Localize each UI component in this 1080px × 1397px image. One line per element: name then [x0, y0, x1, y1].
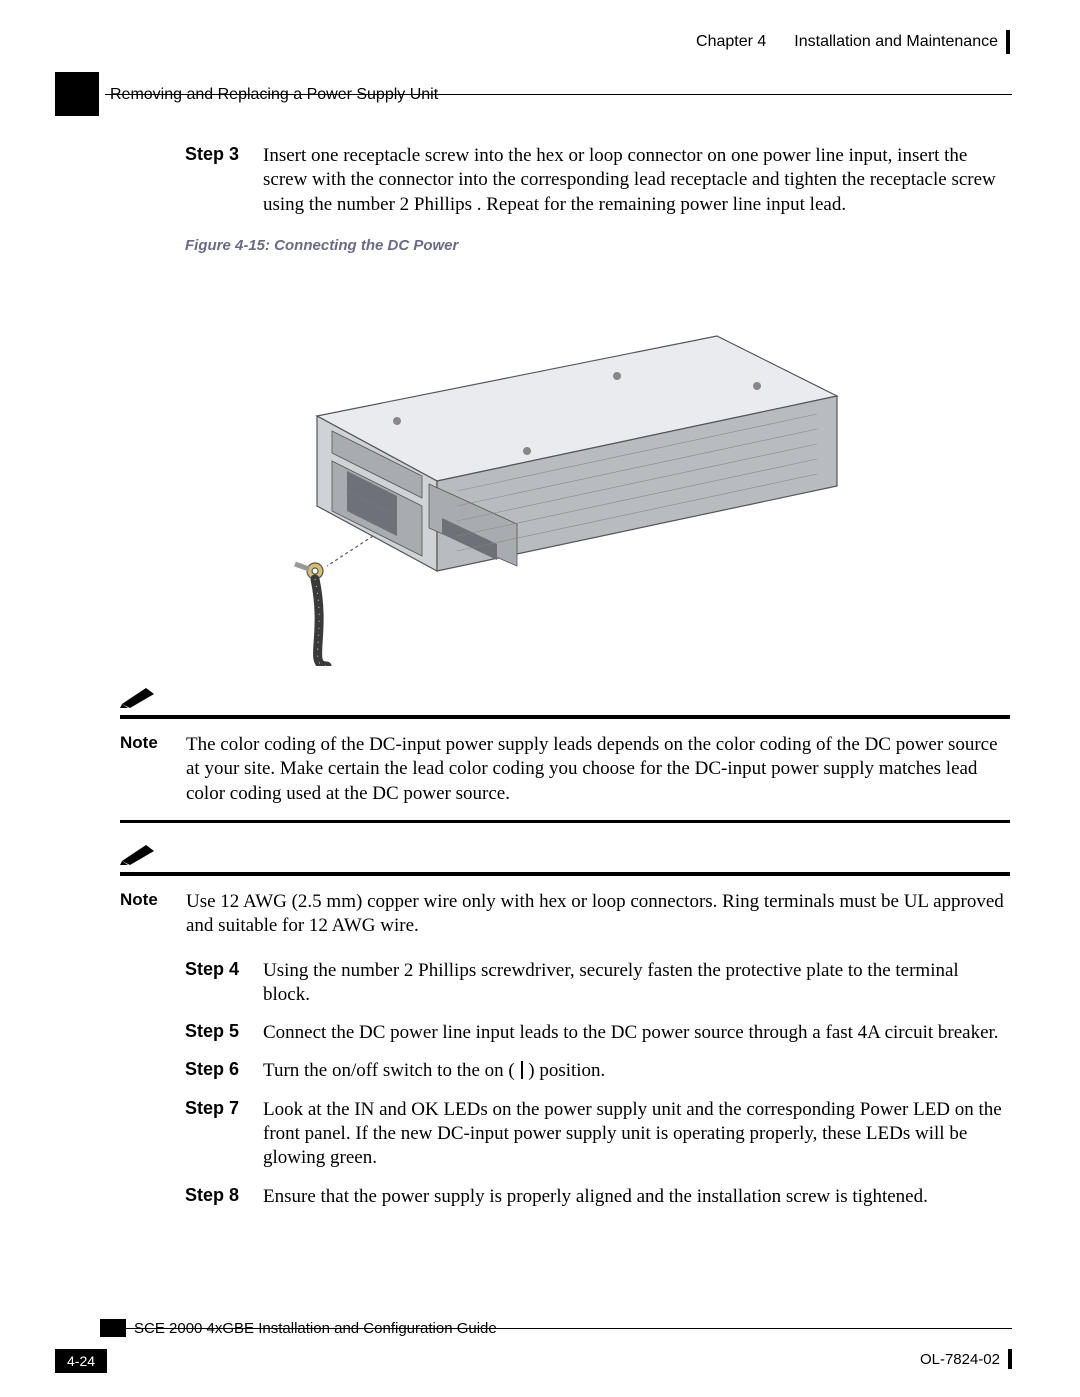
chapter-title: Installation and Maintenance — [794, 33, 998, 51]
step-label: Step 8 — [185, 1185, 263, 1209]
note-block: Note The color coding of the DC-input po… — [0, 684, 1080, 823]
step-text: Ensure that the power supply is properly… — [263, 1185, 928, 1209]
page-header: Chapter 4 Installation and Maintenance — [0, 30, 1080, 54]
step-label: Step 5 — [185, 1021, 263, 1045]
step-label: Step 6 — [185, 1059, 263, 1083]
footer-marker — [100, 1319, 126, 1337]
section-marker — [55, 72, 99, 116]
figure-illustration — [197, 266, 1010, 666]
step-row: Step 3 Insert one receptacle screw into … — [185, 144, 1010, 217]
step-row: Step 4 Using the number 2 Phillips screw… — [185, 959, 1010, 1008]
note-text: Use 12 AWG (2.5 mm) copper wire only wit… — [186, 890, 1010, 939]
section-title: Removing and Replacing a Power Supply Un… — [110, 86, 1080, 104]
step-text: Connect the DC power line input leads to… — [263, 1021, 999, 1045]
step-row: Step 5 Connect the DC power line input l… — [185, 1021, 1010, 1045]
step6-post: ) position. — [524, 1060, 606, 1081]
step-label: Step 3 — [185, 144, 263, 217]
note-text: The color coding of the DC-input power s… — [186, 733, 1010, 806]
note-block: Note Use 12 AWG (2.5 mm) copper wire onl… — [0, 841, 1080, 939]
step-text: Turn the on/off switch to the on ( ) pos… — [263, 1059, 605, 1083]
note-label: Note — [120, 733, 186, 806]
note-rule-top — [120, 715, 1010, 719]
step-row: Step 6 Turn the on/off switch to the on … — [185, 1059, 1010, 1083]
figure-caption: Figure 4-15: Connecting the DC Power — [185, 237, 1010, 254]
step-row: Step 8 Ensure that the power supply is p… — [185, 1185, 1010, 1209]
chapter-label: Chapter 4 — [696, 33, 794, 51]
on-symbol-icon — [521, 1061, 523, 1079]
step-label: Step 7 — [185, 1098, 263, 1171]
doc-id: OL-7824-02 — [920, 1349, 1012, 1369]
pencil-icon — [120, 841, 160, 865]
step-label: Step 4 — [185, 959, 263, 1008]
step-row: Step 7 Look at the IN and OK LEDs on the… — [185, 1098, 1010, 1171]
pencil-icon — [120, 684, 160, 708]
step-text: Look at the IN and OK LEDs on the power … — [263, 1098, 1010, 1171]
step-text: Insert one receptacle screw into the hex… — [263, 144, 1010, 217]
step6-pre: Turn the on/off switch to the on ( — [263, 1060, 520, 1081]
note-rule-top — [120, 872, 1010, 876]
note-label: Note — [120, 890, 186, 939]
page-number: 4-24 — [55, 1349, 107, 1373]
footer-guide-title: SCE 2000 4xGBE Installation and Configur… — [134, 1320, 497, 1337]
note-rule-bottom — [120, 820, 1010, 823]
step-text: Using the number 2 Phillips screwdriver,… — [263, 959, 1010, 1008]
